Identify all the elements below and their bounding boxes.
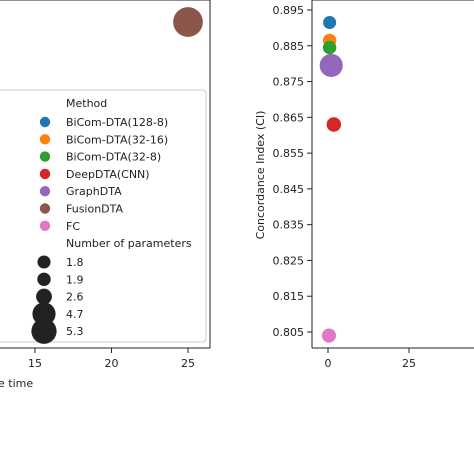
legend-marker [39,168,51,180]
right-point [326,117,342,132]
left-x-ticks: 15 20 25 [28,348,195,370]
right-point [319,53,343,78]
legend-entry: BiCom-DTA(32-8) [39,151,161,164]
legend-entry: FusionDTA [39,203,124,216]
left-x-tick-label: 15 [28,357,42,370]
right-point [321,328,337,343]
right-x-ticks: 0 25 [325,348,416,370]
left-panel: 15 20 25 e time Method BiCom-DTA(128-8)BiC… [0,0,211,390]
right-x-tick-label: 25 [402,357,416,370]
legend-size-marker [31,318,57,344]
right-y-tick-label: 0.835 [273,219,305,232]
legend-sizes: 1.8 1.9 2.6 4.7 5.3 [31,255,84,344]
right-x-tick-label: 0 [325,357,332,370]
legend-size-title: Number of parameters [66,237,192,250]
right-y-tick-label: 0.815 [273,290,305,303]
right-points [319,15,343,343]
legend-size-label: 4.7 [66,308,84,321]
right-y-tick-label: 0.895 [273,4,305,17]
legend-entry: FC [39,220,80,233]
legend-size-entry: 4.7 [32,302,84,326]
legend: Method BiCom-DTA(128-8)BiCom-DTA(32-16)B… [0,89,207,344]
legend-label: FC [66,220,80,233]
legend-title: Method [66,97,107,110]
legend-entry: BiCom-DTA(128-8) [39,116,168,129]
legend-size-label: 1.9 [66,273,84,286]
legend-marker [39,116,51,128]
legend-marker [39,134,51,145]
left-x-axis-label: e time [0,377,33,390]
legend-label: BiCom-DTA(32-8) [66,151,161,164]
legend-size-label: 1.8 [66,256,84,269]
legend-label: GraphDTA [66,185,122,198]
right-y-tick-label: 0.885 [273,40,305,53]
right-y-tick-label: 0.855 [273,147,305,160]
legend-size-marker [36,288,52,305]
right-point [322,40,337,55]
legend-marker [39,186,51,197]
legend-entries: BiCom-DTA(128-8) BiCom-DTA(32-16) BiCom-DT… [39,116,168,233]
legend-size-marker [37,255,51,269]
legend-size-label: 2.6 [66,291,84,304]
legend-size-entry: 1.8 [37,255,84,269]
legend-marker [39,151,51,162]
legend-label: DeepDTA(CNN) [66,168,150,181]
legend-entry: DeepDTA(CNN) [39,168,150,181]
legend-size-entry: 5.3 [31,318,84,344]
right-point [323,15,337,30]
legend-size-marker [32,302,56,326]
right-y-tick-label: 0.805 [273,326,305,339]
legend-entry: BiCom-DTA(32-16) [39,133,168,146]
left-x-tick-label: 20 [105,357,119,370]
legend-frame [0,89,207,343]
right-y-tick-label: 0.845 [273,183,305,196]
legend-label: BiCom-DTA(128-8) [66,116,168,129]
right-y-tick-label: 0.875 [273,76,305,89]
legend-size-label: 5.3 [66,325,84,338]
right-panel: 0.895 0.885 0.875 0.865 0.855 0.845 0.835 0.825… [254,0,474,370]
right-y-axis-label: Concordance Index (CI) [254,111,267,240]
right-y-tick-label: 0.825 [273,254,305,267]
legend-size-entry: 2.6 [36,288,84,305]
legend-label: BiCom-DTA(32-16) [66,133,168,146]
right-y-tick-label: 0.865 [273,111,305,124]
legend-marker [39,203,51,214]
legend-size-entry: 1.9 [37,272,84,287]
left-x-tick-label: 25 [181,357,195,370]
legend-entry: GraphDTA [39,185,122,198]
legend-label: FusionDTA [66,203,124,216]
left-point [173,7,203,37]
legend-size-marker [37,272,51,287]
legend-marker [39,220,51,231]
left-points [173,7,203,37]
right-y-ticks: 0.895 0.885 0.875 0.865 0.855 0.845 0.835 0.825… [273,4,312,339]
